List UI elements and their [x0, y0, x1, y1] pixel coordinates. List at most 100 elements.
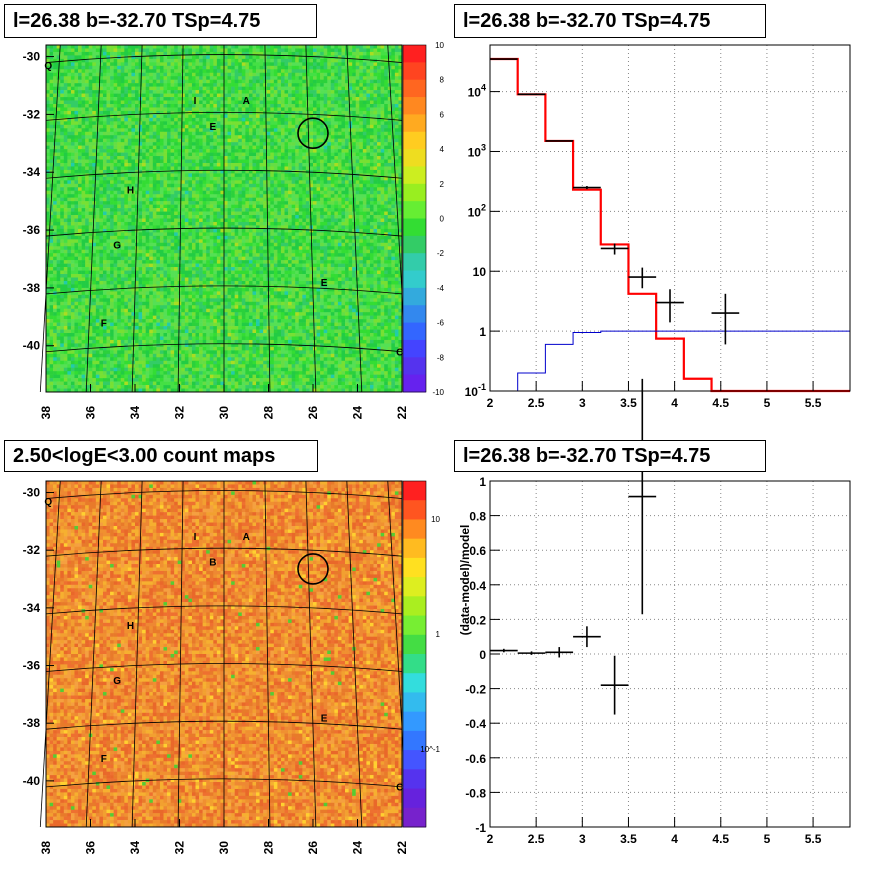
- y-tick-label: -36: [23, 223, 41, 237]
- graticule-lon: [177, 44, 184, 393]
- graticule-lon: [131, 44, 143, 393]
- source-circle: [297, 117, 329, 149]
- y-tick-label: 1: [479, 475, 486, 489]
- y-tick-label: -40: [23, 774, 41, 788]
- y-tick-label: -30: [23, 50, 41, 64]
- x-tick-label: 2: [487, 832, 494, 846]
- source-label: C: [396, 348, 403, 359]
- x-tick-label: 2.5: [528, 396, 545, 410]
- source-label: I: [194, 96, 197, 107]
- x-tick-label: 30: [217, 406, 231, 420]
- x-tick-label: 30: [217, 841, 231, 855]
- graticule-lon: [346, 44, 363, 393]
- source-label: I: [194, 532, 197, 543]
- y-tick-label: 0.6: [469, 544, 486, 558]
- count-map-pixels: [46, 481, 403, 828]
- colorbar-tick: 0: [440, 215, 445, 224]
- y-tick-label: 0: [479, 648, 486, 662]
- source-label: E: [321, 713, 328, 724]
- colorbar-tick: 6: [440, 110, 445, 119]
- y-tick-label: -34: [23, 165, 41, 179]
- source-label: A: [243, 96, 250, 107]
- source-label: Q: [44, 497, 52, 508]
- x-tick-label: 38: [39, 406, 53, 420]
- y-tick-label: 104: [468, 83, 486, 100]
- graticule-lon: [85, 44, 102, 393]
- x-tick-label: 38: [39, 841, 53, 855]
- source-label: Q: [44, 61, 52, 72]
- colorbar-tick: -10: [432, 388, 444, 397]
- colorbar-tick: 10: [435, 41, 444, 50]
- residual-colorbar-frame: [402, 44, 427, 393]
- source-label: G: [113, 241, 121, 252]
- y-tick-label: 102: [468, 202, 486, 219]
- residual-colorbar: [403, 45, 426, 393]
- y-axis-label: (data-model)/model: [458, 525, 472, 636]
- y-tick-label: -1: [475, 821, 486, 835]
- colorbar-tick: 8: [440, 76, 445, 85]
- x-tick-label: 28: [262, 841, 276, 855]
- graticule-lon: [264, 44, 271, 393]
- graticule-lon: [85, 480, 102, 828]
- x-tick-label: 5: [764, 396, 771, 410]
- y-tick-label: 10-1: [465, 382, 486, 399]
- y-tick-label: -38: [23, 281, 41, 295]
- x-tick-label: 5.5: [805, 832, 822, 846]
- y-tick-label: 0.8: [469, 510, 486, 524]
- x-tick-label: 32: [173, 841, 187, 855]
- y-tick-label: -34: [23, 601, 41, 615]
- x-tick-label: 3.5: [620, 396, 637, 410]
- bottom-right-title: l=26.38 b=-32.70 TSp=4.75: [454, 440, 766, 472]
- x-tick-label: 4.5: [712, 396, 729, 410]
- graticule-lon: [305, 44, 317, 393]
- bottom-left-title: 2.50<logE<3.00 count maps: [4, 440, 318, 472]
- graticule-lon: [131, 480, 143, 828]
- x-tick-label: 3: [579, 396, 586, 410]
- y-tick-label: -30: [23, 486, 41, 500]
- x-tick-label: 4: [671, 832, 678, 846]
- y-tick-label: -0.8: [465, 786, 486, 800]
- top-left-title: l=26.38 b=-32.70 TSp=4.75: [4, 4, 317, 38]
- x-tick-label: 4: [671, 396, 678, 410]
- y-tick-label: -36: [23, 659, 41, 673]
- x-tick-label: 2: [487, 396, 494, 410]
- x-tick-label: 3.5: [620, 832, 637, 846]
- source-label: E: [321, 278, 328, 289]
- graticule-lon: [177, 480, 184, 828]
- residual-map-pixels: [46, 45, 403, 393]
- colorbar-tick: -4: [437, 284, 445, 293]
- colorbar-tick: 2: [440, 180, 445, 189]
- y-tick-label: 1: [479, 325, 486, 339]
- y-tick-label: 0.4: [469, 579, 486, 593]
- colorbar-tick: 10^-1: [420, 745, 440, 754]
- source-circle: [297, 553, 329, 585]
- source-label: C: [396, 783, 403, 794]
- y-tick-label: 10: [473, 265, 487, 279]
- x-tick-label: 24: [351, 841, 365, 855]
- graticule-lon: [39, 480, 61, 828]
- x-tick-label: 4.5: [712, 832, 729, 846]
- colorbar-tick: -6: [437, 319, 445, 328]
- x-tick-label: 5: [764, 832, 771, 846]
- count-colorbar-frame: [402, 480, 427, 828]
- colorbar-tick: -2: [437, 249, 445, 258]
- y-tick-label: -0.2: [465, 683, 486, 697]
- source-label: H: [127, 186, 134, 197]
- source-label: B: [209, 558, 216, 569]
- y-tick-label: -0.4: [465, 717, 486, 731]
- colorbar-tick: 1: [436, 630, 441, 639]
- graticule-lon: [305, 480, 317, 828]
- colorbar-tick: 10: [431, 515, 440, 524]
- source-label: G: [113, 676, 121, 687]
- x-tick-label: 26: [306, 841, 320, 855]
- colorbar-tick: -8: [437, 353, 445, 362]
- graticule-lon: [264, 480, 271, 828]
- y-tick-label: -32: [23, 107, 41, 121]
- x-tick-label: 22: [395, 841, 409, 855]
- y-tick-label: 0.2: [469, 613, 486, 627]
- x-tick-label: 22: [395, 406, 409, 420]
- top-right-title: l=26.38 b=-32.70 TSp=4.75: [454, 4, 766, 38]
- x-tick-label: 5.5: [805, 396, 822, 410]
- x-tick-label: 36: [84, 841, 98, 855]
